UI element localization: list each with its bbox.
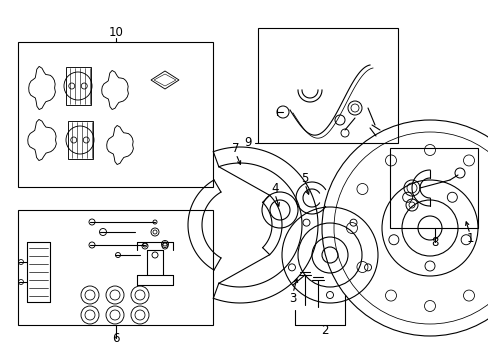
Bar [389, 148, 477, 228]
Bar [18, 210, 213, 325]
Text: 10: 10 [108, 26, 123, 39]
Text: 8: 8 [430, 235, 438, 248]
Text: 3: 3 [289, 292, 296, 305]
Text: 6: 6 [112, 332, 120, 345]
Text: 2: 2 [321, 324, 328, 337]
Text: 4: 4 [271, 181, 278, 194]
Bar [258, 28, 397, 143]
Bar [18, 42, 213, 187]
Text: 5: 5 [301, 171, 308, 184]
Text: 9: 9 [244, 136, 251, 149]
Text: 7: 7 [232, 141, 239, 154]
Text: 1: 1 [465, 231, 473, 244]
